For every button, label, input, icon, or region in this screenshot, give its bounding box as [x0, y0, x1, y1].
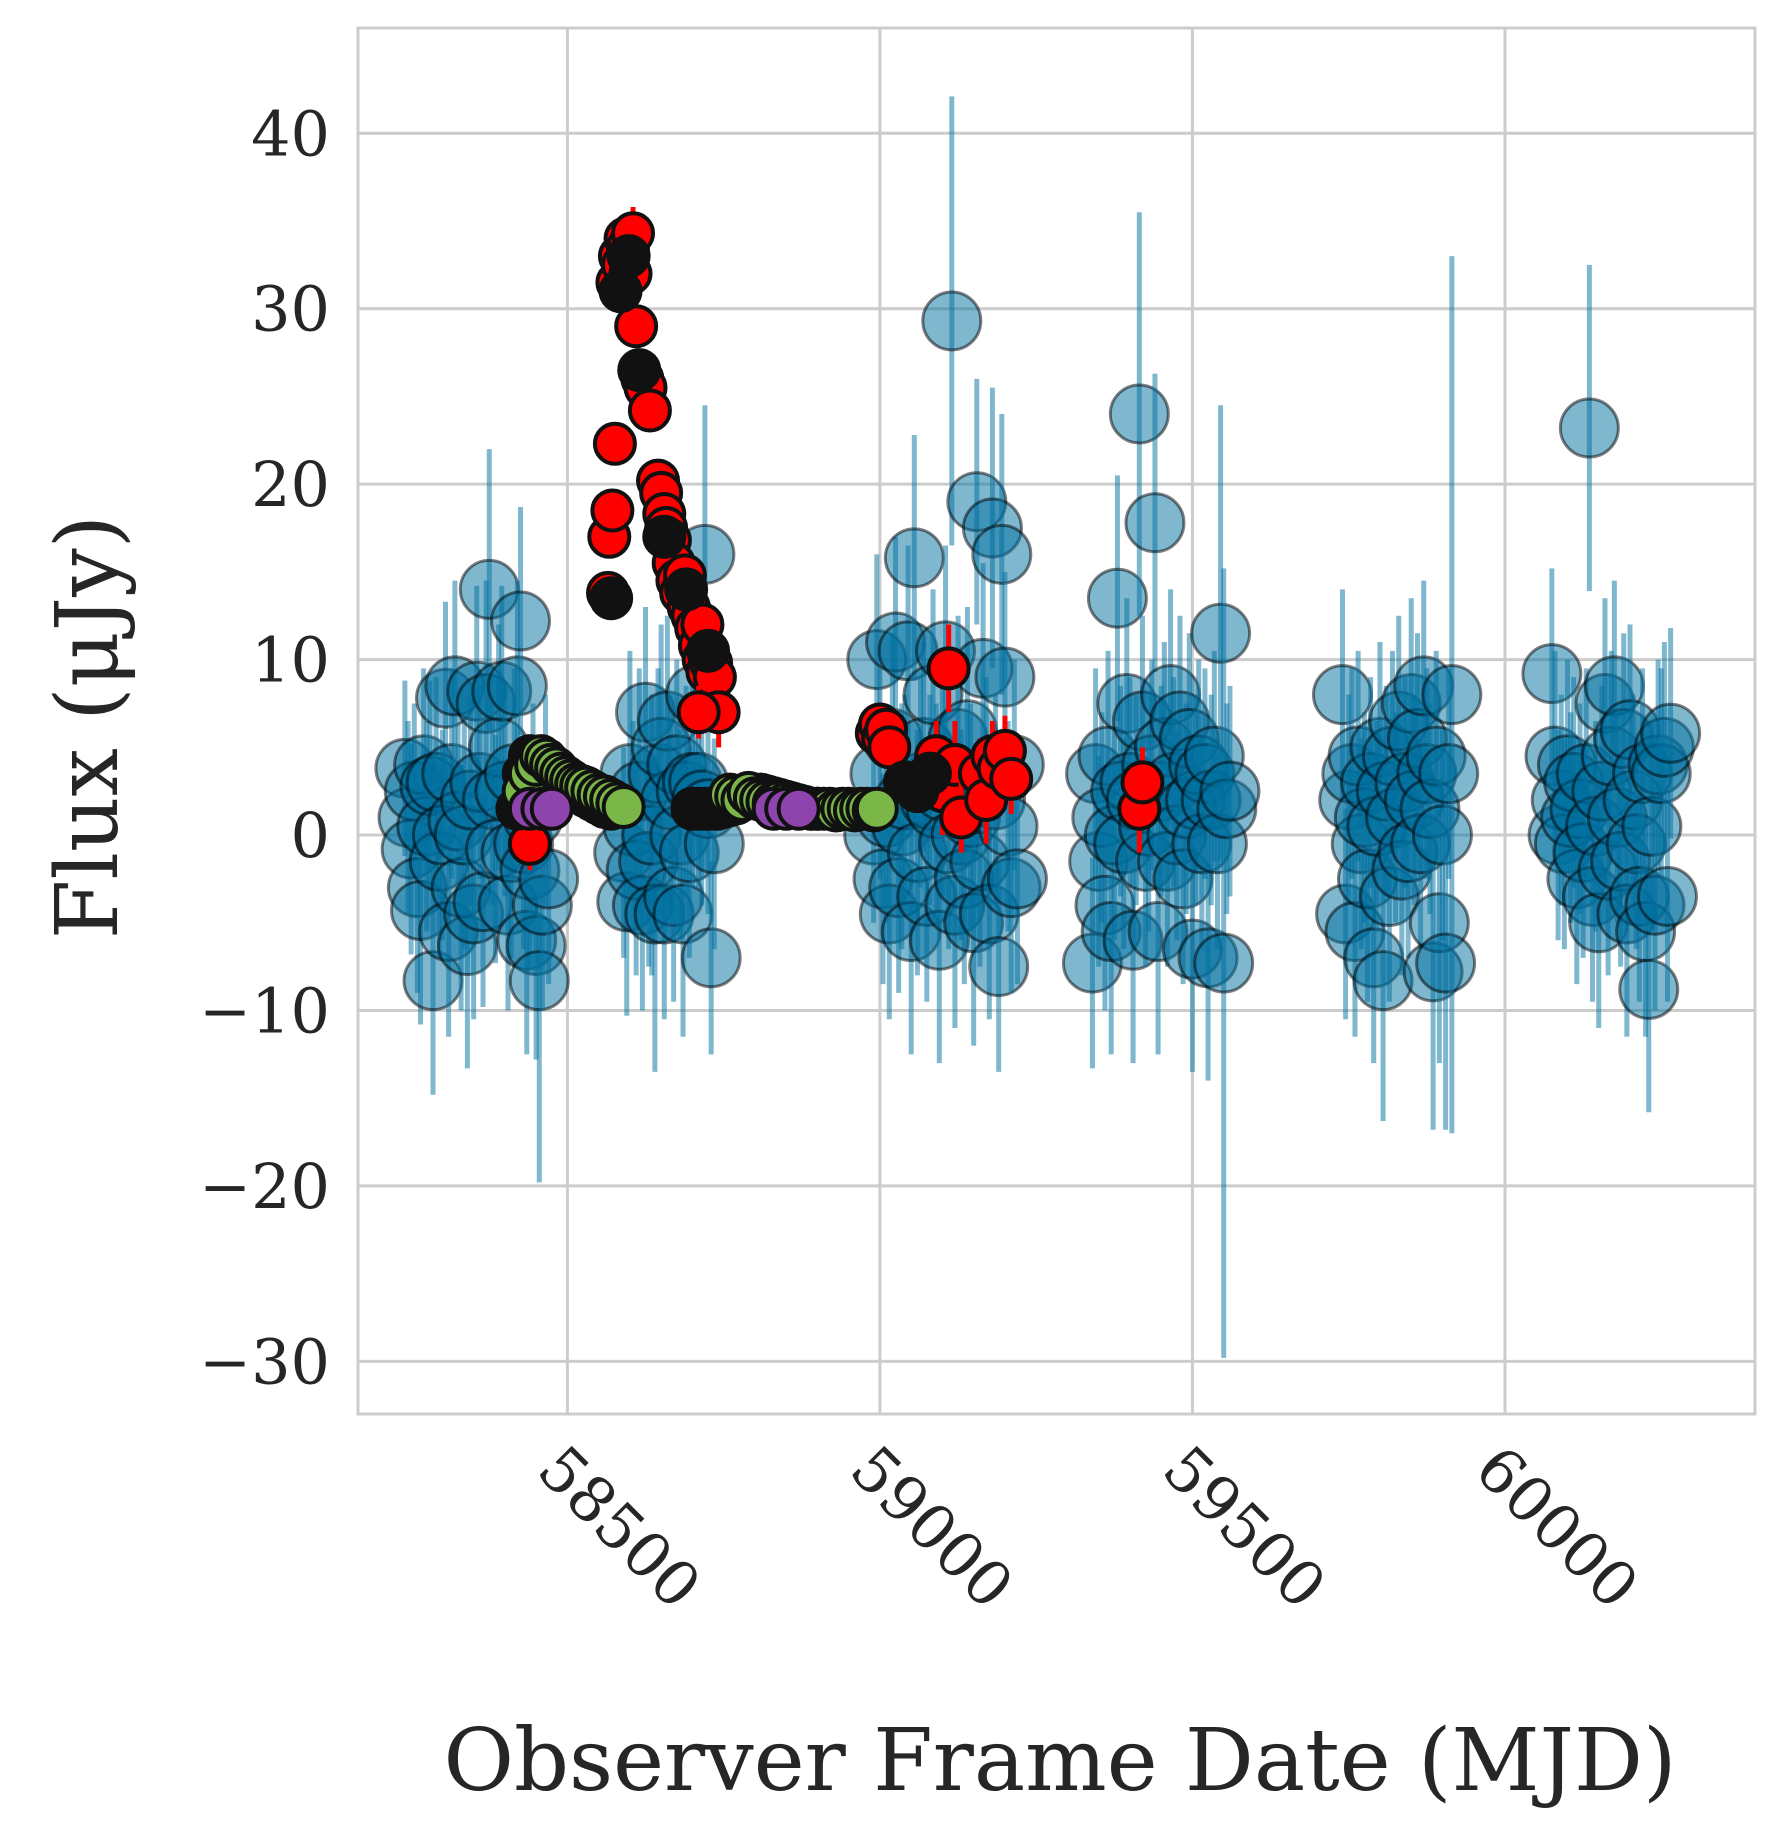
y-tick-label: 20 — [251, 448, 330, 521]
y-tick-label: 0 — [291, 799, 330, 872]
data-point — [1558, 397, 1620, 459]
data-point — [1108, 383, 1170, 445]
data-point — [1636, 865, 1698, 927]
data-point — [490, 590, 552, 652]
data-point — [1418, 743, 1480, 805]
data-point — [971, 523, 1033, 585]
data-point — [921, 290, 983, 352]
data-point — [989, 756, 1034, 801]
data-point — [1415, 932, 1477, 994]
data-point — [854, 786, 899, 831]
data-point — [680, 927, 742, 989]
y-tick-label: 30 — [251, 273, 330, 346]
data-point — [676, 690, 721, 735]
data-point — [664, 567, 709, 612]
data-point — [606, 234, 651, 279]
y-tick-label: −30 — [199, 1325, 330, 1398]
data-point — [1193, 932, 1255, 994]
data-point — [1190, 602, 1252, 664]
data-point — [974, 646, 1036, 708]
data-point — [1124, 492, 1186, 554]
data-point — [1199, 760, 1261, 822]
y-axis-label: Flux (μJy) — [38, 515, 138, 939]
data-point — [617, 348, 662, 393]
data-point — [1640, 702, 1702, 764]
data-point — [592, 421, 637, 466]
data-point — [589, 576, 634, 621]
data-point — [590, 488, 635, 533]
data-point — [1421, 664, 1483, 726]
data-point — [1086, 567, 1148, 629]
y-tick-label: 40 — [251, 97, 330, 170]
data-point — [642, 514, 687, 559]
data-point — [601, 784, 646, 829]
axes-frame — [356, 26, 1757, 1416]
data-point — [926, 646, 971, 691]
y-tick-label: −20 — [199, 1150, 330, 1223]
data-point — [686, 628, 731, 673]
data-point — [1618, 958, 1680, 1020]
series-purple — [507, 786, 821, 831]
data-point — [508, 950, 570, 1012]
y-tick-label: 10 — [251, 624, 330, 697]
data-point — [907, 751, 952, 796]
y-tick-label: −10 — [199, 974, 330, 1047]
plot-area — [374, 96, 1702, 1358]
series-blue — [374, 96, 1702, 1358]
data-point — [1120, 760, 1165, 805]
data-point — [529, 786, 574, 831]
data-point — [776, 786, 821, 831]
data-point — [627, 388, 672, 433]
data-point — [486, 655, 548, 717]
y-tick-labels: −30 −20 −10 0 10 20 30 40 — [199, 97, 330, 1398]
x-axis-label: Observer Frame Date (MJD) — [443, 1711, 1676, 1811]
data-point — [1411, 804, 1473, 866]
data-point — [986, 848, 1048, 910]
data-point — [883, 527, 945, 589]
